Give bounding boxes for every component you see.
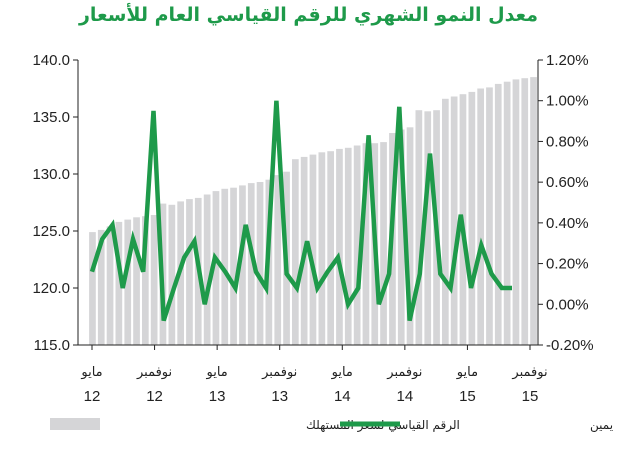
x-tick-year: 15 xyxy=(459,388,476,405)
x-tick-year: 12 xyxy=(84,388,101,405)
x-tick-year: 13 xyxy=(209,388,226,405)
cpi-bar xyxy=(230,187,237,345)
cpi-bar xyxy=(239,185,246,345)
left-tick-label: 140.0 xyxy=(32,52,70,69)
x-tick-year: 14 xyxy=(397,388,414,405)
cpi-bar xyxy=(168,204,176,345)
cpi-bar xyxy=(362,143,370,345)
cpi-bar xyxy=(353,145,361,345)
cpi-bar xyxy=(318,152,326,345)
right-tick-label: 0.80% xyxy=(546,133,589,150)
x-tick-year: 13 xyxy=(271,388,288,405)
cpi-bar xyxy=(150,215,158,345)
cpi-bar xyxy=(512,79,520,346)
cpi-bar xyxy=(186,199,193,345)
cpi-bar xyxy=(256,182,264,345)
cpi-bar xyxy=(247,183,255,345)
cpi-bar xyxy=(212,191,220,345)
cpi-bar xyxy=(221,188,229,345)
cpi-bar xyxy=(142,216,149,345)
x-tick-year: 15 xyxy=(522,388,539,405)
cpi-bar xyxy=(486,87,493,346)
cpi-bar xyxy=(415,110,423,345)
right-tick-label: 0.00% xyxy=(546,296,589,313)
x-tick-month: مايو xyxy=(331,365,353,380)
legend-swatch-cpi xyxy=(50,418,100,430)
cpi-bar xyxy=(397,129,405,345)
cpi-bar xyxy=(442,98,449,345)
left-tick-label: 125.0 xyxy=(32,223,70,240)
cpi-bar xyxy=(503,81,511,345)
x-tick-month: نوفمبر xyxy=(386,365,422,380)
right-tick-label: 0.20% xyxy=(546,256,589,273)
x-tick-month: نوفمبر xyxy=(261,365,297,380)
cpi-bar xyxy=(274,175,282,345)
cpi-bar xyxy=(89,232,96,345)
right-tick-label: 0.60% xyxy=(546,174,589,191)
legend: الرقم القياسي لسعر المستهلك معدل النمو ا… xyxy=(50,418,617,433)
cpi-bar xyxy=(124,219,132,345)
right-tick-label: 1.00% xyxy=(546,93,589,110)
x-tick-month: مايو xyxy=(456,365,478,380)
left-tick-label: 135.0 xyxy=(32,109,70,126)
cpi-bar xyxy=(450,96,458,345)
left-tick-label: 120.0 xyxy=(32,280,70,297)
cpi-bar xyxy=(477,88,484,345)
growth-line-layer xyxy=(89,100,512,322)
x-tick-month: مايو xyxy=(206,365,228,380)
cpi-bar xyxy=(327,151,334,345)
right-tick-label: -0.20% xyxy=(546,337,594,354)
left-axis-ticks: 115.0 120.0 125.0 130.0 135.0 140.0 xyxy=(32,52,78,354)
cpi-bar xyxy=(406,127,414,345)
cpi-bar xyxy=(344,147,352,345)
cpi-bar xyxy=(292,159,299,345)
cpi-bar xyxy=(494,83,502,346)
legend-label-growth: معدل النمو الشهري - يمين xyxy=(590,418,617,433)
cpi-bar xyxy=(97,229,105,345)
cpi-bar xyxy=(468,91,476,346)
cpi-bar xyxy=(106,226,114,345)
left-tick-label: 130.0 xyxy=(32,166,70,183)
cpi-bar xyxy=(424,111,432,345)
cpi-bar xyxy=(115,221,123,345)
cpi-bar xyxy=(309,154,317,345)
x-tick-year: 12 xyxy=(146,388,163,405)
x-tick-month: نوفمبر xyxy=(511,365,547,380)
x-axis-ticks: مايو 12 نوفمبر 12 مايو 13 نوفمبر 13 مايو 14 نوفمبر… xyxy=(80,345,548,405)
x-tick-year: 14 xyxy=(334,388,351,405)
x-tick-month: مايو xyxy=(80,365,102,380)
growth-line xyxy=(89,100,512,322)
cpi-bar xyxy=(133,217,140,345)
x-tick-month: نوفمبر xyxy=(136,365,172,380)
left-tick-label: 115.0 xyxy=(34,337,70,354)
right-tick-label: 0.40% xyxy=(546,215,589,232)
cpi-bar xyxy=(203,194,211,345)
cpi-bar xyxy=(521,78,529,345)
chart-title: معدل النمو الشهري للرقم القياسي العام لل… xyxy=(78,4,539,26)
right-tick-label: 1.20% xyxy=(546,52,589,69)
cpi-bar xyxy=(380,142,387,345)
cpi-bar xyxy=(336,148,343,345)
cpi-bar xyxy=(530,77,537,345)
right-axis-ticks: -0.20% 0.00% 0.20% 0.40% 0.60% 0.80% 1.00% 1.20… xyxy=(538,52,594,354)
